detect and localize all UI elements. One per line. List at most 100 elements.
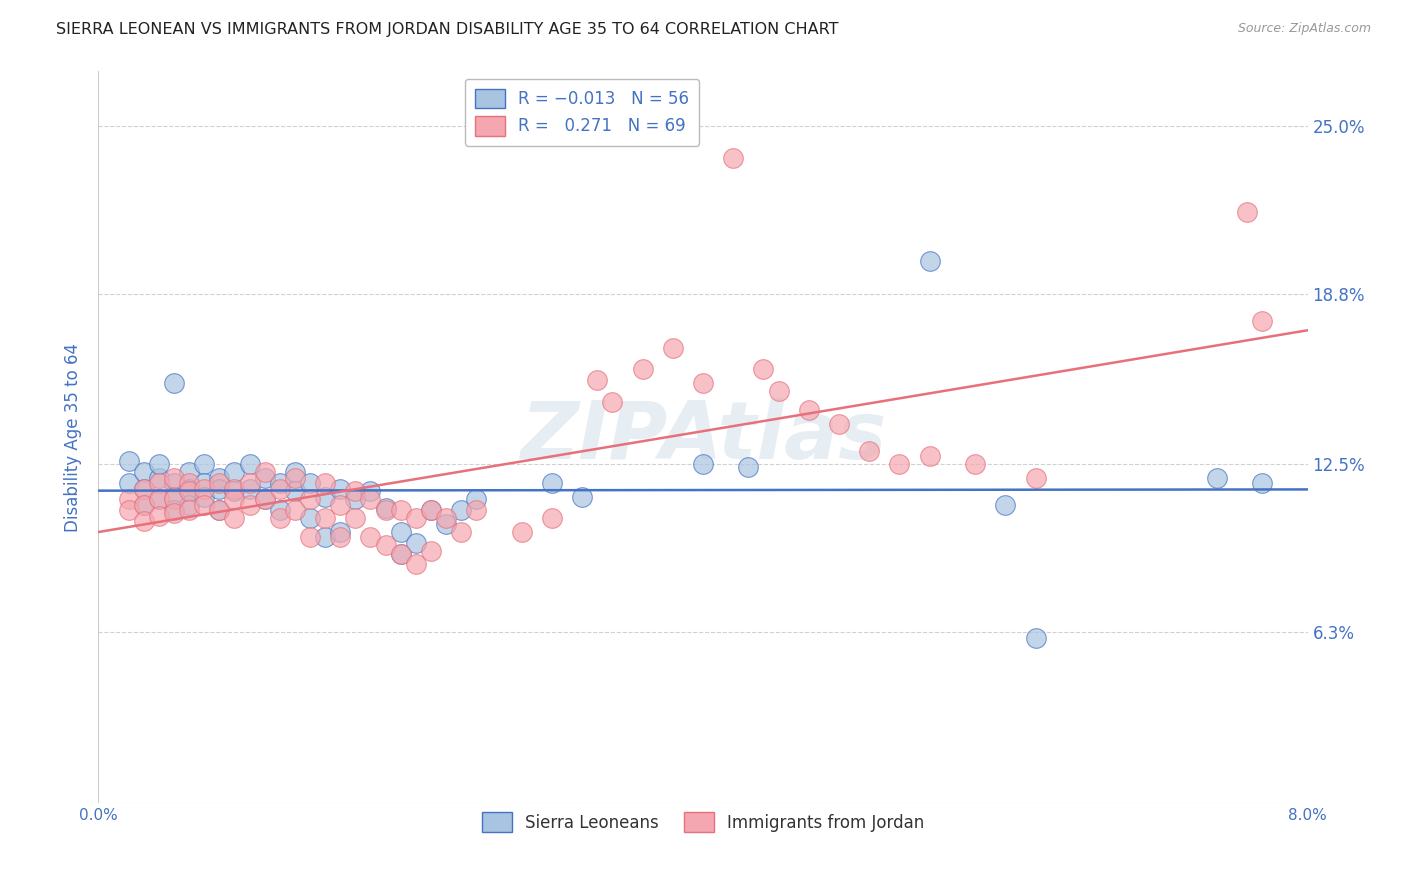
- Point: [269, 511, 291, 525]
- Point: [284, 465, 307, 479]
- Point: [631, 362, 654, 376]
- Point: [179, 498, 201, 512]
- Point: [239, 482, 262, 496]
- Point: [193, 490, 215, 504]
- Point: [405, 511, 427, 525]
- Point: [1025, 471, 1047, 485]
- Point: [299, 476, 322, 491]
- Point: [163, 492, 186, 507]
- Point: [253, 465, 276, 479]
- Legend: Sierra Leoneans, Immigrants from Jordan: Sierra Leoneans, Immigrants from Jordan: [475, 805, 931, 838]
- Point: [148, 492, 170, 507]
- Text: Source: ZipAtlas.com: Source: ZipAtlas.com: [1237, 22, 1371, 36]
- Point: [329, 498, 352, 512]
- Point: [797, 403, 820, 417]
- Point: [389, 547, 412, 561]
- Point: [299, 492, 322, 507]
- Point: [1251, 476, 1274, 491]
- Point: [148, 508, 170, 523]
- Point: [405, 535, 427, 549]
- Point: [828, 417, 851, 431]
- Point: [344, 484, 367, 499]
- Point: [163, 471, 186, 485]
- Point: [148, 492, 170, 507]
- Point: [602, 395, 624, 409]
- Point: [329, 482, 352, 496]
- Text: SIERRA LEONEAN VS IMMIGRANTS FROM JORDAN DISABILITY AGE 35 TO 64 CORRELATION CHA: SIERRA LEONEAN VS IMMIGRANTS FROM JORDAN…: [56, 22, 839, 37]
- Point: [329, 524, 352, 539]
- Point: [132, 514, 155, 528]
- Point: [179, 476, 201, 491]
- Point: [224, 465, 246, 479]
- Point: [132, 482, 155, 496]
- Point: [148, 476, 170, 491]
- Point: [360, 484, 382, 499]
- Point: [208, 471, 231, 485]
- Point: [329, 530, 352, 544]
- Point: [540, 476, 562, 491]
- Point: [284, 503, 307, 517]
- Point: [132, 482, 155, 496]
- Point: [692, 457, 714, 471]
- Point: [179, 503, 201, 517]
- Point: [269, 482, 291, 496]
- Point: [434, 516, 457, 531]
- Point: [239, 457, 262, 471]
- Point: [389, 524, 412, 539]
- Point: [1025, 631, 1047, 645]
- Point: [571, 490, 593, 504]
- Point: [284, 471, 307, 485]
- Point: [132, 498, 155, 512]
- Point: [465, 503, 488, 517]
- Point: [918, 449, 941, 463]
- Point: [1236, 205, 1258, 219]
- Point: [253, 492, 276, 507]
- Point: [269, 503, 291, 517]
- Y-axis label: Disability Age 35 to 64: Disability Age 35 to 64: [65, 343, 83, 532]
- Point: [299, 530, 322, 544]
- Point: [344, 492, 367, 507]
- Point: [994, 498, 1017, 512]
- Point: [344, 511, 367, 525]
- Point: [723, 151, 745, 165]
- Point: [450, 524, 472, 539]
- Point: [858, 443, 880, 458]
- Point: [224, 484, 246, 499]
- Point: [299, 511, 322, 525]
- Point: [540, 511, 562, 525]
- Point: [1206, 471, 1229, 485]
- Point: [1251, 313, 1274, 327]
- Point: [314, 490, 336, 504]
- Point: [224, 511, 246, 525]
- Point: [208, 503, 231, 517]
- Point: [118, 454, 141, 468]
- Point: [360, 492, 382, 507]
- Point: [465, 492, 488, 507]
- Point: [314, 511, 336, 525]
- Point: [253, 492, 276, 507]
- Point: [374, 503, 396, 517]
- Point: [163, 490, 186, 504]
- Point: [510, 524, 533, 539]
- Point: [163, 476, 186, 491]
- Point: [692, 376, 714, 390]
- Point: [193, 476, 215, 491]
- Point: [163, 506, 186, 520]
- Point: [389, 547, 412, 561]
- Point: [420, 503, 443, 517]
- Point: [163, 376, 186, 390]
- Point: [148, 471, 170, 485]
- Point: [752, 362, 775, 376]
- Point: [224, 492, 246, 507]
- Point: [179, 482, 201, 496]
- Point: [314, 476, 336, 491]
- Point: [132, 465, 155, 479]
- Point: [918, 254, 941, 268]
- Point: [374, 538, 396, 552]
- Point: [284, 484, 307, 499]
- Point: [360, 530, 382, 544]
- Point: [389, 503, 412, 517]
- Point: [434, 511, 457, 525]
- Point: [420, 544, 443, 558]
- Point: [208, 482, 231, 496]
